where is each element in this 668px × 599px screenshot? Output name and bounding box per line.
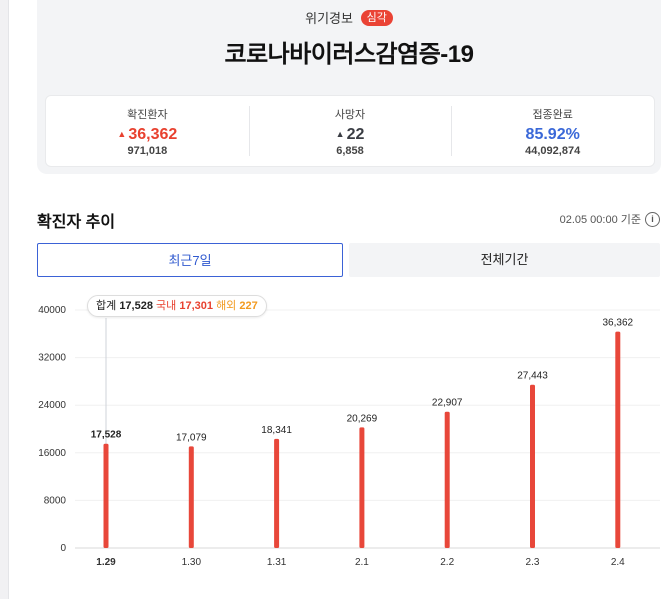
bar [359,427,365,548]
stat-value: 85.92% [525,126,580,143]
confirmed-bar-chart: 0 8000 16000 24000 32000 40000 17,528 1.29 17,07… [38,305,660,568]
stat-confirmed: 확진환자 ▲ 36,362 971,018 [46,96,249,166]
alert-level-badge: 심각 [360,9,393,26]
base-time-text: 02.05 00:00 기준 [559,214,641,226]
bar [188,446,194,548]
y-tick-label: 40000 [38,305,66,316]
left-rail-divider [8,0,9,599]
stat-label: 확진환자 [127,109,168,121]
bar [274,438,280,548]
x-tick-label: 2.1 [355,557,369,568]
alert-label: 위기경보 [305,11,353,26]
page-title: 코로나바이러스감염증-19 [224,41,475,68]
bar [530,384,535,548]
chart-tooltip: 합계 17,528 국내 17,301 해외 227 [87,295,267,317]
x-tick-label: 2.4 [611,557,625,568]
bar [103,443,109,548]
x-tick-label: 1.30 [182,557,202,568]
tooltip-total-value: 17,528 [119,300,153,312]
bar-value-label: 17,079 [176,432,207,443]
y-tick-label: 8000 [44,495,67,506]
section-title: 확진자 추이 [37,214,116,231]
stat-label: 사망자 [334,109,366,121]
stat-label: 접종완료 [532,109,573,121]
y-tick-label: 24000 [38,400,66,411]
y-tick-label: 0 [60,543,66,554]
bar-value-label: 18,341 [261,425,292,436]
stat-vaccinated: 접종완료 85.92% 44,092,874 [451,96,654,166]
stat-total: 971,018 [127,145,168,157]
x-tick-label: 2.2 [440,557,454,568]
stat-value: ▲ 22 [335,126,365,143]
tooltip-domestic-value: 17,301 [179,300,213,312]
x-tick-label: 1.29 [96,557,116,568]
left-rail [0,0,8,599]
tooltip-overseas-value: 227 [239,300,258,312]
summary-card: 위기경보 심각 코로나바이러스감염증-19 확진환자 ▲ 36,362 971,0… [37,0,661,174]
bar [444,411,450,548]
bar-value-label: 36,362 [603,318,634,329]
base-time: 02.05 00:00 기준 i [560,211,660,227]
stats-box: 확진환자 ▲ 36,362 971,018 사망자 ▲ 22 6,858 접종완료 … [45,95,655,167]
bar-value-label: 17,528 [91,430,122,441]
alert-row: 위기경보 심각 [37,8,661,27]
stat-deaths: 사망자 ▲ 22 6,858 [248,96,452,166]
stat-total: 6,858 [336,145,364,157]
bar-value-label: 22,907 [432,398,463,409]
info-icon[interactable]: i [645,211,660,227]
up-arrow-icon: ▲ [117,129,127,139]
y-tick-label: 16000 [38,448,66,459]
y-tick-label: 32000 [38,353,66,364]
bar-value-label: 27,443 [517,371,548,382]
up-arrow-icon: ▲ [335,129,345,139]
tab-recent-7-days[interactable]: 최근7일 [37,243,343,277]
bar-value-label: 20,269 [347,413,378,424]
stat-value: ▲ 36,362 [117,126,178,143]
tab-all-period[interactable]: 전체기간 [349,243,660,277]
x-tick-label: 2.3 [526,557,540,568]
x-tick-label: 1.31 [267,557,287,568]
stat-total: 44,092,874 [525,145,581,157]
bar [615,331,621,548]
